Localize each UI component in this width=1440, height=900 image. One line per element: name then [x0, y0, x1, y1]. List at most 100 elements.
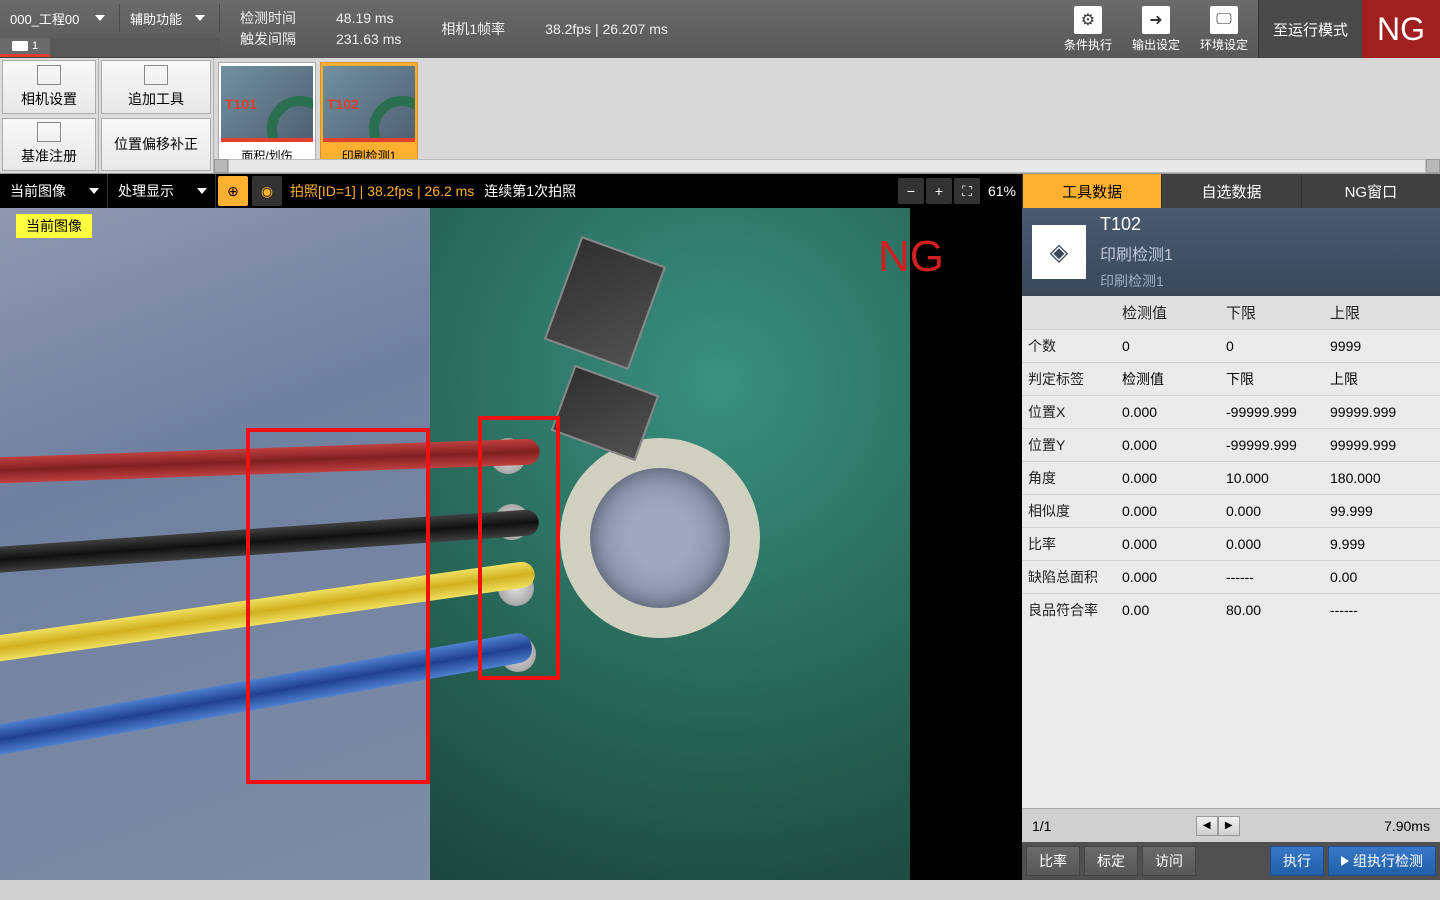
table-row[interactable]: 判定标签检测值下限上限 — [1022, 362, 1440, 395]
chevron-down-icon — [95, 15, 105, 21]
table-row[interactable]: 个数009999 — [1022, 329, 1440, 362]
process-display-dropdown[interactable]: 处理显示 — [108, 174, 216, 208]
add-tool-label: 追加工具 — [128, 89, 184, 109]
row-cell: 0.000 — [1122, 569, 1226, 585]
target-icon: ⊕ — [227, 183, 239, 200]
table-row[interactable]: 位置X0.000-99999.99999999.999 — [1022, 395, 1440, 428]
env-set-button[interactable]: 🖵 环境设定 — [1190, 0, 1258, 58]
top-bar: 000_工程00 辅助功能 1 检测时间 触发间隔 48.19 ms 231.6… — [0, 0, 1440, 58]
thumb-t102-image: T102 — [323, 66, 415, 142]
output-set-label: 输出设定 — [1132, 36, 1180, 53]
scroll-right-icon[interactable] — [1426, 159, 1440, 173]
triangle-right-icon: ▶ — [1225, 820, 1233, 831]
continuous-text: 连续第1次拍照 — [484, 181, 576, 201]
zoom-in-button[interactable]: + — [926, 178, 952, 204]
pos-comp-button[interactable]: 位置偏移补正 — [101, 118, 211, 172]
page-prev-button[interactable]: ◀ — [1196, 816, 1218, 836]
cond-exec-button[interactable]: ⚙ 条件执行 — [1054, 0, 1122, 58]
aux-dropdown-label: 辅助功能 — [130, 9, 182, 28]
thumb-t101[interactable]: T101 面积/划伤 — [218, 62, 316, 169]
aux-dropdown[interactable]: 辅助功能 — [120, 4, 220, 32]
current-image-dropdown[interactable]: 当前图像 — [0, 174, 108, 208]
zoom-fit-button[interactable]: ⛶ — [954, 178, 980, 204]
tool-subname: 印刷检测1 — [1100, 271, 1173, 291]
table-row[interactable]: 缺陷总面积0.000------0.00 — [1022, 560, 1440, 593]
output-set-button[interactable]: ➜ 输出设定 — [1122, 0, 1190, 58]
exec-button[interactable]: 执行 — [1270, 846, 1324, 876]
process-display-dd-label: 处理显示 — [118, 181, 174, 201]
pager-bar: 1/1 ◀ ▶ 7.90ms — [1022, 808, 1440, 842]
thumb-status-bar — [221, 138, 313, 142]
zoom-fit-icon: ⛶ — [962, 183, 972, 200]
zoom-value: 61% — [988, 183, 1016, 199]
row-cell: 0.000 — [1122, 470, 1226, 486]
row-cell: ------ — [1226, 569, 1330, 585]
row-cell: 180.000 — [1330, 470, 1434, 486]
tab-custom-data-label: 自选数据 — [1201, 181, 1261, 202]
row-cell: 0.000 — [1122, 536, 1226, 552]
ratio-button[interactable]: 比率 — [1026, 846, 1080, 876]
cam-fps-value: 38.2fps | 26.207 ms — [545, 21, 668, 37]
page-next-button[interactable]: ▶ — [1218, 816, 1240, 836]
scroll-track[interactable] — [228, 159, 1426, 173]
row-cell: 0.00 — [1122, 602, 1226, 618]
tab-tool-data-label: 工具数据 — [1062, 181, 1122, 202]
output-set-icon: ➜ — [1142, 6, 1170, 34]
row-cell: 0.000 — [1122, 404, 1226, 420]
right-panel-tabs: 工具数据 自选数据 NG窗口 — [1022, 174, 1440, 208]
ref-register-label: 基准注册 — [21, 146, 77, 166]
camera-icon — [12, 41, 28, 51]
tool-header: ◈ T102 印刷检测1 印刷检测1 — [1022, 208, 1440, 296]
capture-button[interactable]: ◉ — [252, 176, 282, 206]
row-cell: 下限 — [1226, 369, 1330, 389]
ref-register-button[interactable]: 基准注册 — [2, 118, 96, 172]
table-row[interactable]: 良品符合率0.0080.00------ — [1022, 593, 1440, 626]
tab-tool-data[interactable]: 工具数据 — [1022, 174, 1161, 208]
run-mode-button[interactable]: 至运行模式 — [1258, 0, 1362, 58]
table-row[interactable]: 角度0.00010.000180.000 — [1022, 461, 1440, 494]
roi-box-2[interactable] — [478, 416, 560, 680]
camera-settings-label: 相机设置 — [21, 89, 77, 109]
thumb-hscrollbar[interactable] — [214, 159, 1440, 173]
thumb-t102[interactable]: T102 印刷检测1 — [320, 62, 418, 169]
tab-ng-window[interactable]: NG窗口 — [1301, 174, 1440, 208]
row-label: 比率 — [1028, 534, 1122, 554]
row-cell: -99999.999 — [1226, 404, 1330, 420]
project-dropdown-label: 000_工程00 — [10, 9, 79, 28]
camera-settings-button[interactable]: 相机设置 — [2, 60, 96, 114]
zoom-out-button[interactable]: − — [898, 178, 924, 204]
row-cell: 0.000 — [1122, 503, 1226, 519]
tab-custom-data[interactable]: 自选数据 — [1161, 174, 1300, 208]
roi-box-1[interactable] — [246, 428, 430, 784]
env-set-label: 环境设定 — [1200, 36, 1248, 53]
page-indicator: 1/1 — [1032, 818, 1051, 834]
chevron-down-icon — [89, 188, 99, 194]
row-cell: 99999.999 — [1330, 404, 1434, 420]
camera-tab-row: 1 — [0, 38, 220, 58]
table-row[interactable]: 比率0.0000.0009.999 — [1022, 527, 1440, 560]
thumb-t101-id: T101 — [225, 96, 257, 112]
camera-tab-1[interactable]: 1 — [0, 38, 50, 57]
data-panel: ◈ T102 印刷检测1 印刷检测1 检测值 下限 上限 个数009999判定标… — [1022, 208, 1440, 880]
add-tool-button[interactable]: 追加工具 — [101, 60, 211, 114]
exec-label: 执行 — [1283, 851, 1311, 871]
row-cell: 80.00 — [1226, 602, 1330, 618]
table-row[interactable]: 相似度0.0000.00099.999 — [1022, 494, 1440, 527]
target-button[interactable]: ⊕ — [218, 176, 248, 206]
thumb-status-bar — [323, 138, 415, 142]
visit-button[interactable]: 访问 — [1142, 846, 1196, 876]
calib-button[interactable]: 标定 — [1084, 846, 1138, 876]
row-label: 个数 — [1028, 336, 1122, 356]
row-cell: 检测值 — [1122, 369, 1226, 389]
visit-label: 访问 — [1155, 851, 1183, 871]
thumb-t101-image: T101 — [221, 66, 313, 142]
group-exec-button[interactable]: 组执行检测 — [1328, 846, 1436, 876]
group-exec-label: 组执行检测 — [1353, 851, 1423, 871]
camera-settings-icon — [37, 65, 61, 85]
scroll-left-icon[interactable] — [214, 159, 228, 173]
table-row[interactable]: 位置Y0.000-99999.99999999.999 — [1022, 428, 1440, 461]
ng-badge-text: NG — [1377, 11, 1425, 48]
project-dropdown[interactable]: 000_工程00 — [0, 4, 120, 32]
calib-label: 标定 — [1097, 851, 1125, 871]
image-view-pane[interactable]: 当前图像 NG — [0, 208, 1022, 880]
